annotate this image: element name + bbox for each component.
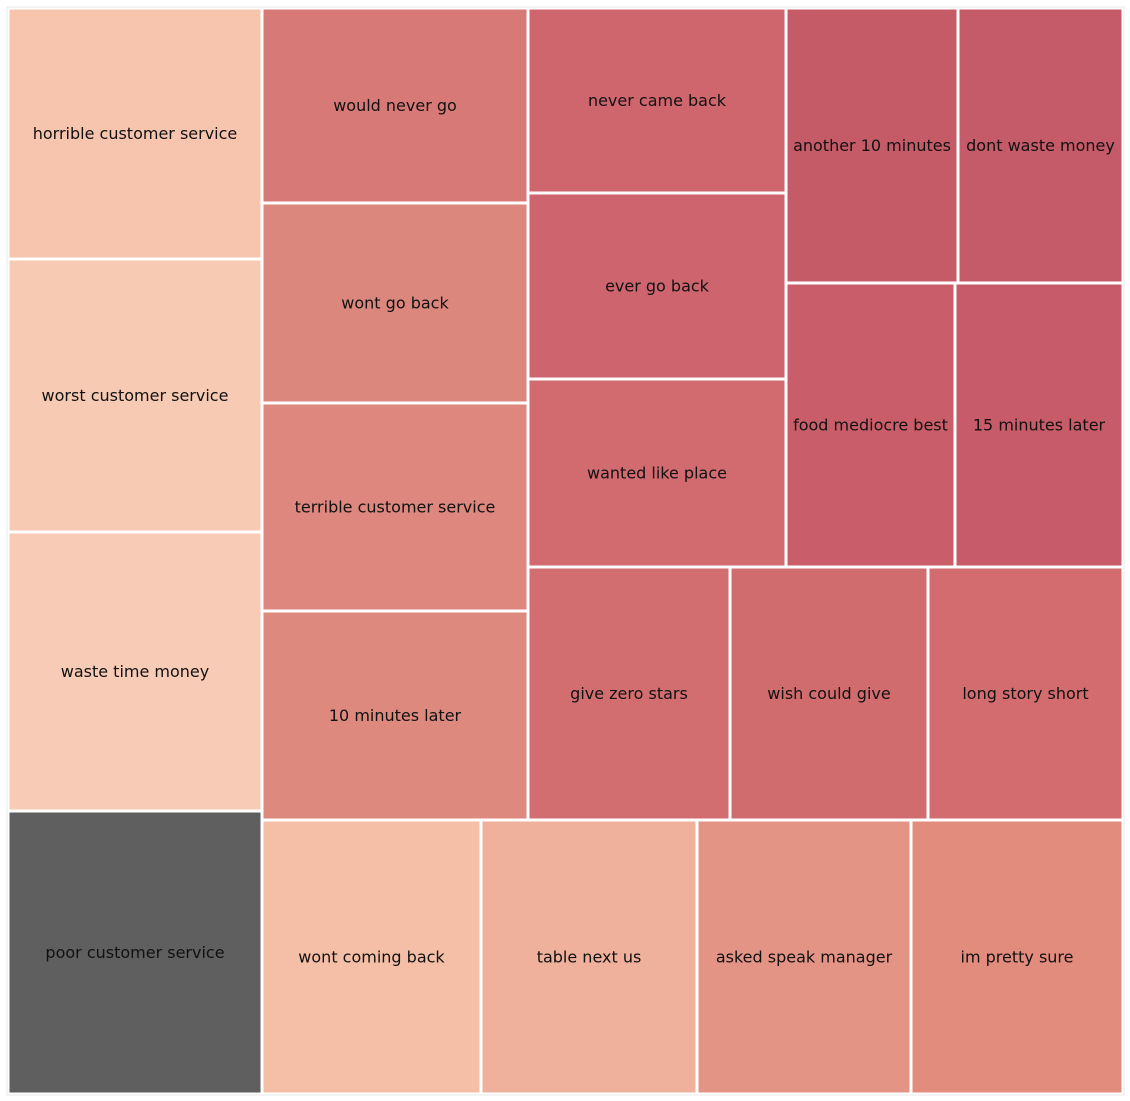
treemap-label-wont-coming-back: wont coming back (298, 948, 445, 967)
treemap-rect-waste-time-money (6, 530, 264, 813)
treemap-tile-give-zero-stars: give zero stars (526, 565, 732, 822)
treemap-tile-wont-coming-back: wont coming back (260, 818, 483, 1096)
treemap-label-horrible-customer-service: horrible customer service (33, 124, 238, 143)
treemap-tile-im-pretty-sure: im pretty sure (909, 818, 1125, 1096)
treemap-tile-another-10-minutes: another 10 minutes (784, 6, 960, 285)
treemap-label-10-minutes-later: 10 minutes later (329, 706, 462, 725)
treemap-rect-table-next-us (479, 818, 699, 1096)
treemap-tile-asked-speak-manager: asked speak manager (695, 818, 913, 1096)
treemap-rect-im-pretty-sure (909, 818, 1125, 1096)
treemap-label-ever-go-back: ever go back (605, 277, 710, 296)
treemap-tile-waste-time-money: waste time money (6, 530, 264, 813)
treemap-label-food-mediocre-best: food mediocre best (793, 416, 948, 435)
treemap-label-wont-go-back: wont go back (341, 294, 449, 313)
treemap-label-wish-could-give: wish could give (767, 684, 890, 703)
treemap-rect-asked-speak-manager (695, 818, 913, 1096)
treemap-label-dont-waste-money: dont waste money (966, 136, 1115, 155)
treemap-rect-wish-could-give (728, 565, 930, 822)
treemap-tile-10-minutes-later: 10 minutes later (260, 609, 530, 822)
treemap-rect-10-minutes-later (260, 609, 530, 822)
treemap-rect-wont-coming-back (260, 818, 483, 1096)
treemap-label-asked-speak-manager: asked speak manager (716, 948, 893, 967)
treemap-label-waste-time-money: waste time money (61, 662, 210, 681)
treemap-label-would-never-go: would never go (333, 96, 457, 115)
treemap-rect-food-mediocre-best (784, 281, 957, 569)
treemap-rect-worst-customer-service (6, 257, 264, 534)
treemap-tile-poor-customer-service: poor customer service (6, 809, 264, 1096)
treemap-label-table-next-us: table next us (537, 948, 642, 967)
treemap-tile-horrible-customer-service: horrible customer service (6, 6, 264, 261)
treemap-label-im-pretty-sure: im pretty sure (961, 948, 1074, 967)
treemap-label-long-story-short: long story short (962, 684, 1088, 703)
treemap-tile-table-next-us: table next us (479, 818, 699, 1096)
treemap-label-terrible-customer-service: terrible customer service (295, 498, 496, 517)
treemap-tile-dont-waste-money: dont waste money (956, 6, 1125, 285)
treemap-tile-wanted-like-place: wanted like place (526, 377, 788, 569)
treemap-rect-ever-go-back (526, 191, 788, 381)
treemap-tile-ever-go-back: ever go back (526, 191, 788, 381)
treemap-rect-long-story-short (926, 565, 1125, 822)
treemap-rect-give-zero-stars (526, 565, 732, 822)
treemap-tile-never-came-back: never came back (526, 6, 788, 195)
treemap-rect-wont-go-back (260, 201, 530, 405)
treemap-label-worst-customer-service: worst customer service (42, 386, 229, 405)
treemap-label-another-10-minutes: another 10 minutes (793, 136, 951, 155)
treemap-tile-worst-customer-service: worst customer service (6, 257, 264, 534)
treemap-label-never-came-back: never came back (588, 91, 727, 110)
treemap-tile-wish-could-give: wish could give (728, 565, 930, 822)
treemap-rect-would-never-go (260, 6, 530, 205)
treemap-tile-food-mediocre-best: food mediocre best (784, 281, 957, 569)
treemap-tile-15-minutes-later: 15 minutes later (953, 281, 1125, 569)
treemap-rect-another-10-minutes (784, 6, 960, 285)
treemap-label-give-zero-stars: give zero stars (570, 684, 688, 703)
treemap-tile-wont-go-back: wont go back (260, 201, 530, 405)
treemap-label-15-minutes-later: 15 minutes later (973, 416, 1106, 435)
treemap-rect-horrible-customer-service (6, 6, 264, 261)
treemap-tile-would-never-go: would never go (260, 6, 530, 205)
treemap-rect-15-minutes-later (953, 281, 1125, 569)
treemap-label-wanted-like-place: wanted like place (587, 464, 727, 483)
treemap-border (6, 6, 1125, 1096)
treemap-label-poor-customer-service: poor customer service (45, 943, 224, 962)
treemap-tile-long-story-short: long story short (926, 565, 1125, 822)
treemap-rect-poor-customer-service (6, 809, 264, 1096)
treemap-tile-terrible-customer-service: terrible customer service (260, 401, 530, 613)
